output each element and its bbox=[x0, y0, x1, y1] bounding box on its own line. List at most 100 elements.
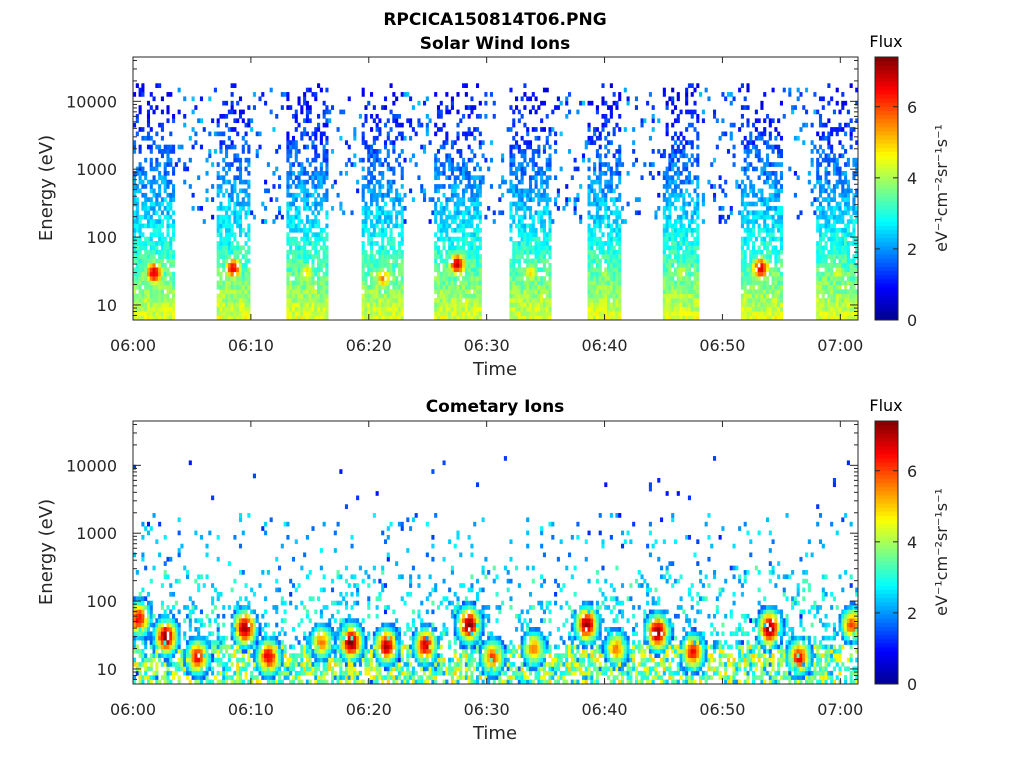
heatmap-cell bbox=[146, 131, 151, 137]
heatmap-cell bbox=[765, 254, 770, 259]
heatmap-cell bbox=[166, 223, 170, 229]
heatmap-cell bbox=[445, 214, 449, 220]
heatmap-cell bbox=[462, 201, 466, 207]
heatmap-cell bbox=[537, 210, 541, 216]
heatmap-cell bbox=[752, 166, 756, 172]
heatmap-cell bbox=[556, 105, 560, 110]
heatmap-cell bbox=[291, 293, 296, 299]
heatmap-cell bbox=[470, 232, 474, 238]
heatmap-cell bbox=[392, 241, 396, 246]
heatmap-cell bbox=[233, 206, 237, 211]
heatmap-cell bbox=[749, 249, 753, 255]
heatmap-cell bbox=[615, 227, 619, 233]
heatmap-cell bbox=[796, 87, 800, 93]
heatmap-cell bbox=[593, 271, 597, 277]
heatmap-cell bbox=[517, 258, 521, 264]
heatmap-cell bbox=[219, 184, 223, 189]
heatmap-cell bbox=[515, 105, 519, 110]
heatmap-cell bbox=[841, 188, 845, 194]
heatmap-cell bbox=[467, 315, 471, 321]
heatmap-cell bbox=[696, 258, 700, 264]
heatmap-cell bbox=[607, 188, 611, 194]
heatmap-cell bbox=[821, 122, 825, 128]
heatmap-cell bbox=[372, 153, 376, 159]
heatmap-cell bbox=[247, 201, 251, 207]
heatmap-cell bbox=[768, 302, 772, 308]
heatmap-cell bbox=[135, 206, 139, 211]
heatmap-cell bbox=[604, 311, 608, 316]
heatmap-cell bbox=[760, 105, 764, 110]
heatmap-cell bbox=[492, 100, 496, 106]
heatmap-cell bbox=[308, 280, 312, 286]
heatmap-cell bbox=[467, 157, 471, 163]
heatmap-cell bbox=[749, 298, 753, 303]
heatmap-cell bbox=[389, 254, 393, 259]
heatmap-cell bbox=[662, 311, 666, 316]
heatmap-cell bbox=[598, 135, 602, 141]
heatmap-cell bbox=[618, 267, 622, 273]
heatmap-cell bbox=[453, 140, 457, 145]
heatmap-cell bbox=[598, 311, 602, 316]
heatmap-cell bbox=[222, 113, 226, 119]
heatmap-cell bbox=[679, 263, 683, 268]
heatmap-cell bbox=[512, 306, 516, 312]
heatmap-cell bbox=[400, 315, 404, 321]
heatmap-cell bbox=[308, 293, 312, 299]
heatmap-cell bbox=[545, 306, 549, 312]
heatmap-cell bbox=[542, 188, 546, 194]
heatmap-cell bbox=[685, 188, 689, 194]
heatmap-cell bbox=[765, 315, 770, 321]
heatmap-cell bbox=[818, 201, 823, 207]
heatmap-cell bbox=[146, 302, 151, 308]
heatmap-cell bbox=[375, 315, 379, 321]
heatmap-cell bbox=[456, 311, 460, 316]
heatmap-cell bbox=[339, 201, 343, 207]
heatmap-cell bbox=[827, 280, 831, 286]
heatmap-cell bbox=[598, 271, 602, 277]
heatmap-cell bbox=[141, 276, 145, 281]
heatmap-cell bbox=[434, 92, 438, 97]
heatmap-cell bbox=[241, 280, 245, 286]
heatmap-cell bbox=[428, 197, 432, 202]
heatmap-cell bbox=[824, 153, 828, 159]
heatmap-cell bbox=[289, 149, 293, 154]
heatmap-cell bbox=[545, 166, 549, 172]
heatmap-cell bbox=[294, 298, 298, 303]
heatmap-cell bbox=[640, 118, 644, 124]
heatmap-cell bbox=[609, 276, 613, 281]
heatmap-cell bbox=[601, 306, 605, 312]
heatmap-cell bbox=[651, 105, 655, 110]
heatmap-cell bbox=[244, 254, 248, 259]
heatmap-cell bbox=[821, 315, 825, 321]
heatmap-cell bbox=[450, 227, 454, 233]
heatmap-cell bbox=[144, 206, 148, 211]
heatmap-cell bbox=[319, 140, 323, 145]
heatmap-cell bbox=[671, 263, 675, 268]
heatmap-cell bbox=[311, 232, 315, 238]
heatmap-cell bbox=[601, 83, 605, 88]
heatmap-cell bbox=[222, 175, 226, 181]
heatmap-cell bbox=[294, 271, 298, 277]
heatmap-cell bbox=[319, 170, 323, 176]
heatmap-cell bbox=[682, 179, 686, 185]
heatmap-cell bbox=[233, 188, 237, 194]
heatmap-cell bbox=[146, 144, 151, 150]
heatmap-cell bbox=[361, 197, 365, 202]
heatmap-cell bbox=[155, 258, 159, 264]
heatmap-cell bbox=[411, 127, 415, 132]
heatmap-cell bbox=[378, 306, 382, 312]
heatmap-cell bbox=[824, 280, 828, 286]
heatmap-cell bbox=[135, 293, 139, 299]
heatmap-cell bbox=[436, 298, 441, 303]
heatmap-cell bbox=[219, 175, 223, 181]
heatmap-cell bbox=[322, 227, 326, 233]
heatmap-cell bbox=[671, 109, 675, 115]
heatmap-cell bbox=[149, 157, 153, 163]
heatmap-cell bbox=[294, 254, 298, 259]
heatmap-cell bbox=[473, 302, 477, 308]
heatmap-cell bbox=[779, 135, 784, 141]
heatmap-cell bbox=[166, 92, 170, 97]
heatmap-cell bbox=[752, 284, 756, 290]
heatmap-cell bbox=[450, 166, 454, 172]
heatmap-cell bbox=[528, 232, 533, 238]
